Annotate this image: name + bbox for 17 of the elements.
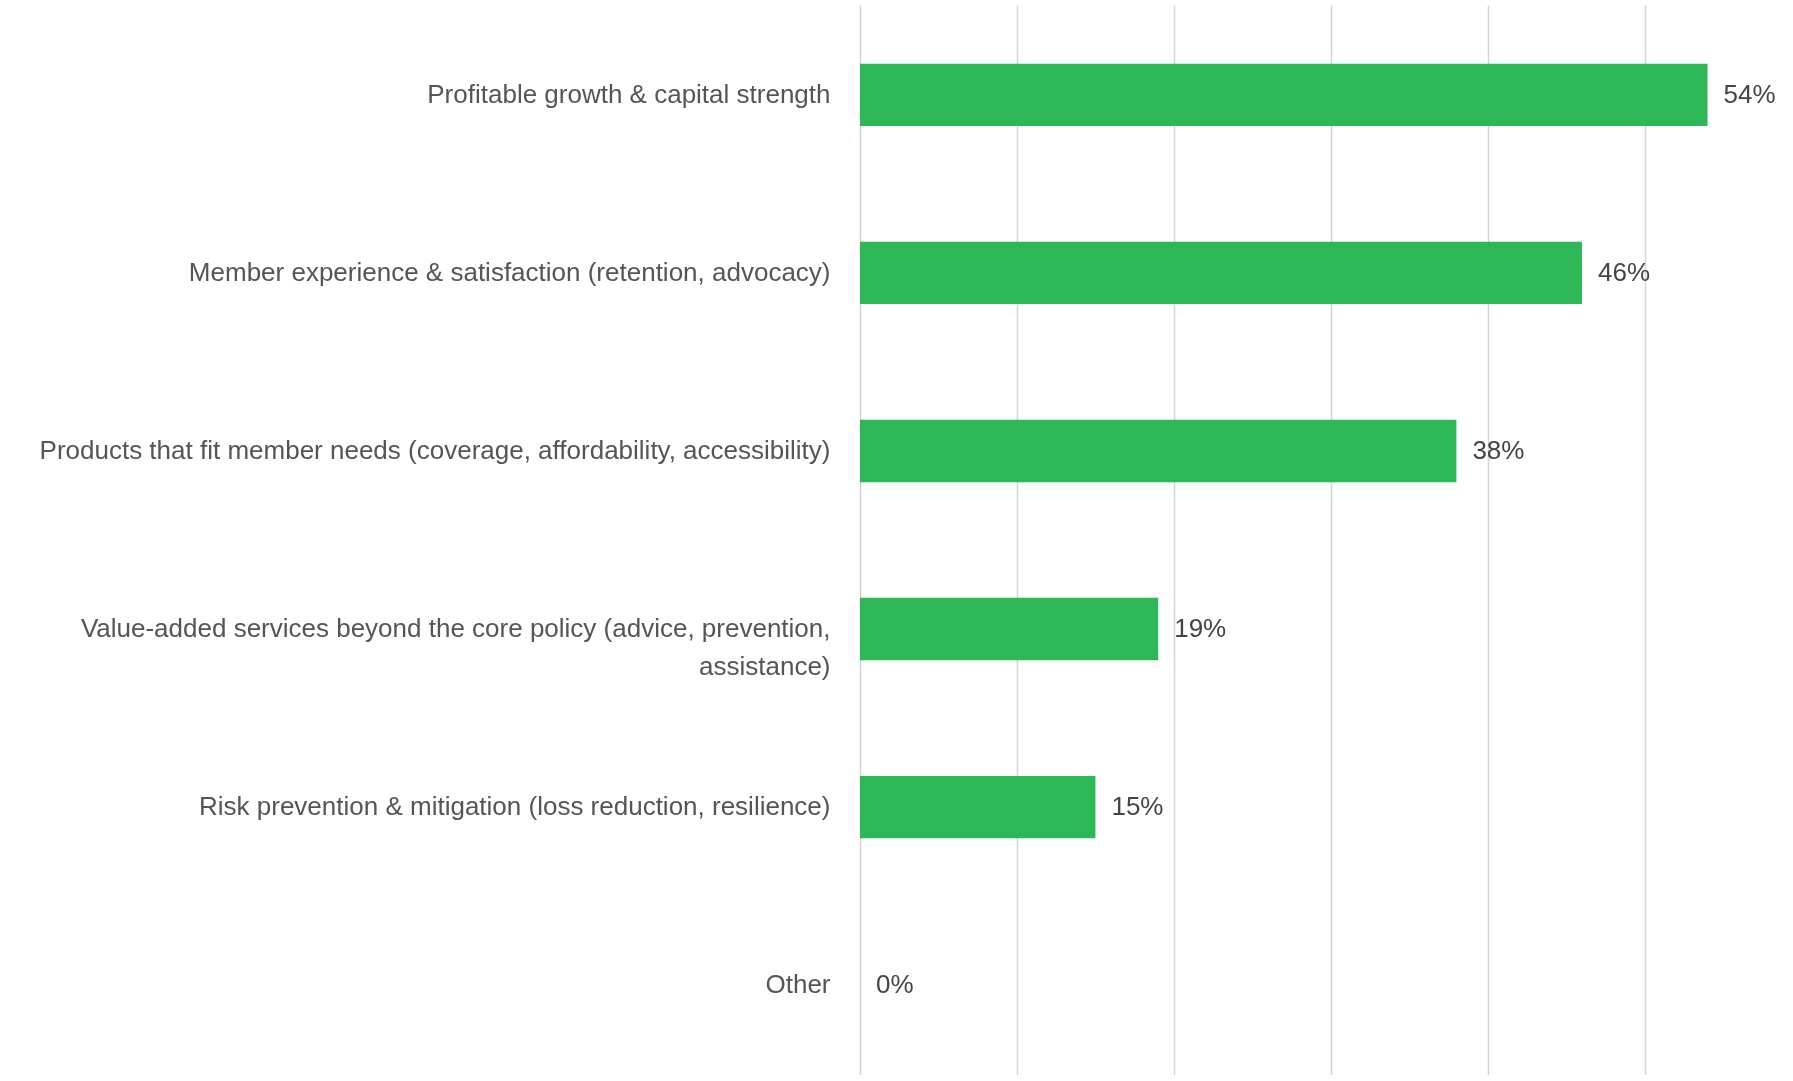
data-label: 38% bbox=[1472, 434, 1525, 465]
bar bbox=[860, 241, 1582, 305]
y-tick-label: Other bbox=[765, 969, 831, 1000]
y-tick-label: Value-added services beyond the core policy (advice, prevention, assistance) bbox=[80, 613, 831, 682]
data-label: 15% bbox=[1111, 791, 1164, 822]
data-label: 54% bbox=[1723, 78, 1776, 109]
bar bbox=[860, 63, 1708, 127]
bar bbox=[860, 597, 1159, 661]
y-tick-label: Products that fit member needs (coverage, affordability, accessibility) bbox=[39, 434, 831, 465]
data-label: 0% bbox=[876, 969, 914, 1000]
y-tick-label: Member experience & satisfaction (retention, advocacy) bbox=[188, 256, 831, 287]
bar bbox=[860, 775, 1096, 839]
bar bbox=[860, 419, 1457, 483]
y-tick-label: Profitable growth & capital strength bbox=[427, 78, 831, 109]
data-label: 46% bbox=[1597, 256, 1651, 287]
data-label: 19% bbox=[1174, 613, 1227, 644]
y-tick-label: Risk prevention & mitigation (loss reduction, resilience) bbox=[199, 791, 831, 822]
